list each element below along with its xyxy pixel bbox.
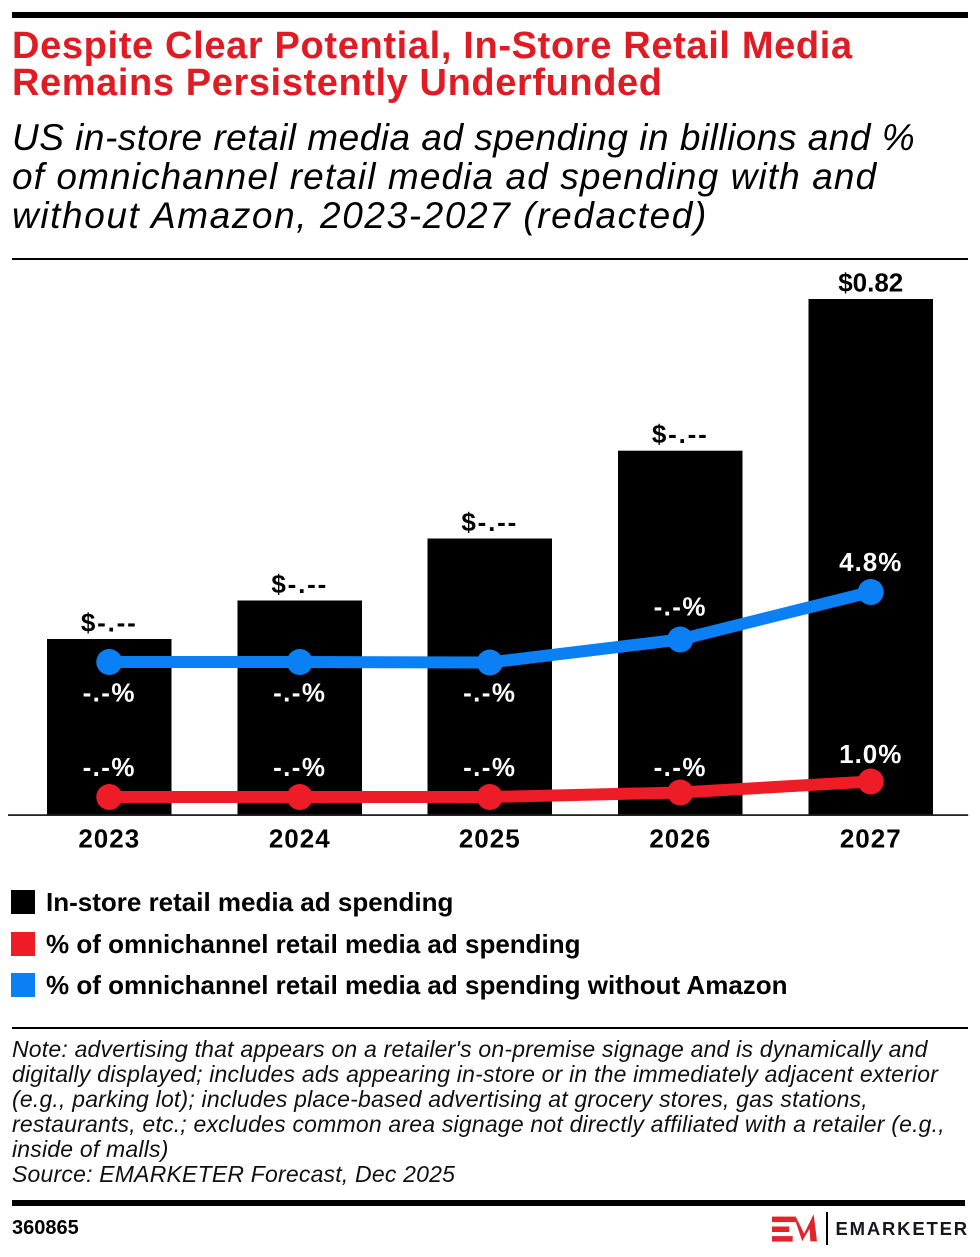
svg-text:-.-%: -.-% <box>83 678 136 708</box>
svg-text:2025: 2025 <box>459 824 521 854</box>
svg-text:-.-%: -.-% <box>654 752 707 782</box>
svg-text:-.-%: -.-% <box>273 752 326 782</box>
svg-text:2027: 2027 <box>840 824 902 854</box>
svg-text:-.-%: -.-% <box>654 592 707 622</box>
svg-text:-.-%: -.-% <box>83 752 136 782</box>
svg-text:-.-%: -.-% <box>463 752 516 782</box>
svg-text:$-.--: $-.-- <box>271 569 328 599</box>
svg-text:1.0%: 1.0% <box>839 739 902 769</box>
svg-text:$-.--: $-.-- <box>461 507 518 537</box>
svg-text:$-.--: $-.-- <box>652 419 709 449</box>
svg-text:2023: 2023 <box>78 824 140 854</box>
svg-text:2024: 2024 <box>269 824 331 854</box>
svg-text:-.-%: -.-% <box>463 678 516 708</box>
svg-text:$-.--: $-.-- <box>81 608 138 638</box>
svg-text:-.-%: -.-% <box>273 678 326 708</box>
svg-text:2026: 2026 <box>649 824 711 854</box>
svg-text:$0.82: $0.82 <box>838 268 903 298</box>
svg-text:4.8%: 4.8% <box>839 547 902 577</box>
